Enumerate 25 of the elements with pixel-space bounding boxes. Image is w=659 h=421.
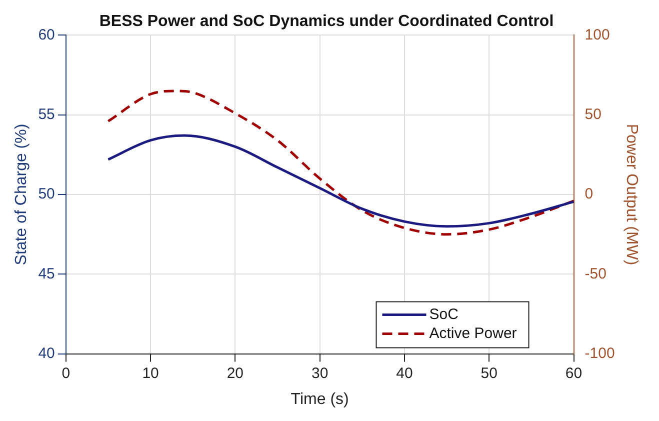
x-tick-label: 0 xyxy=(62,364,70,382)
y2-tick-label: -50 xyxy=(584,265,606,282)
x-axis-title: Time (s) xyxy=(290,390,349,408)
legend-label: Active Power xyxy=(429,324,517,342)
y-tick-label: 40 xyxy=(38,344,55,362)
y2-tick-label: 0 xyxy=(584,186,594,203)
y-tick-label: 45 xyxy=(38,265,55,282)
y-tick-label: 50 xyxy=(38,186,55,203)
x-tick-label: 60 xyxy=(565,364,582,382)
x-tick-label: 30 xyxy=(311,364,328,382)
y2-tick-label: 50 xyxy=(584,106,602,123)
chart-title: BESS Power and SoC Dynamics under Coordinated Control xyxy=(99,13,554,30)
y-axis-title: State of Charge (%) xyxy=(13,124,30,266)
x-tick-label: 40 xyxy=(396,364,413,382)
y2-tick-label: 100 xyxy=(584,26,610,44)
y2-axis-title: Power Output (MW) xyxy=(622,124,640,266)
legend-label: SoC xyxy=(429,306,459,323)
x-tick-label: 50 xyxy=(480,364,498,382)
y-tick-label: 60 xyxy=(38,26,55,44)
line-series xyxy=(106,134,574,228)
y-tick-label: 55 xyxy=(38,106,55,123)
x-tick-label: 20 xyxy=(226,364,244,382)
x-tick-label: 10 xyxy=(142,364,159,382)
line-series xyxy=(106,90,574,236)
y2-tick-label: -100 xyxy=(584,344,615,362)
